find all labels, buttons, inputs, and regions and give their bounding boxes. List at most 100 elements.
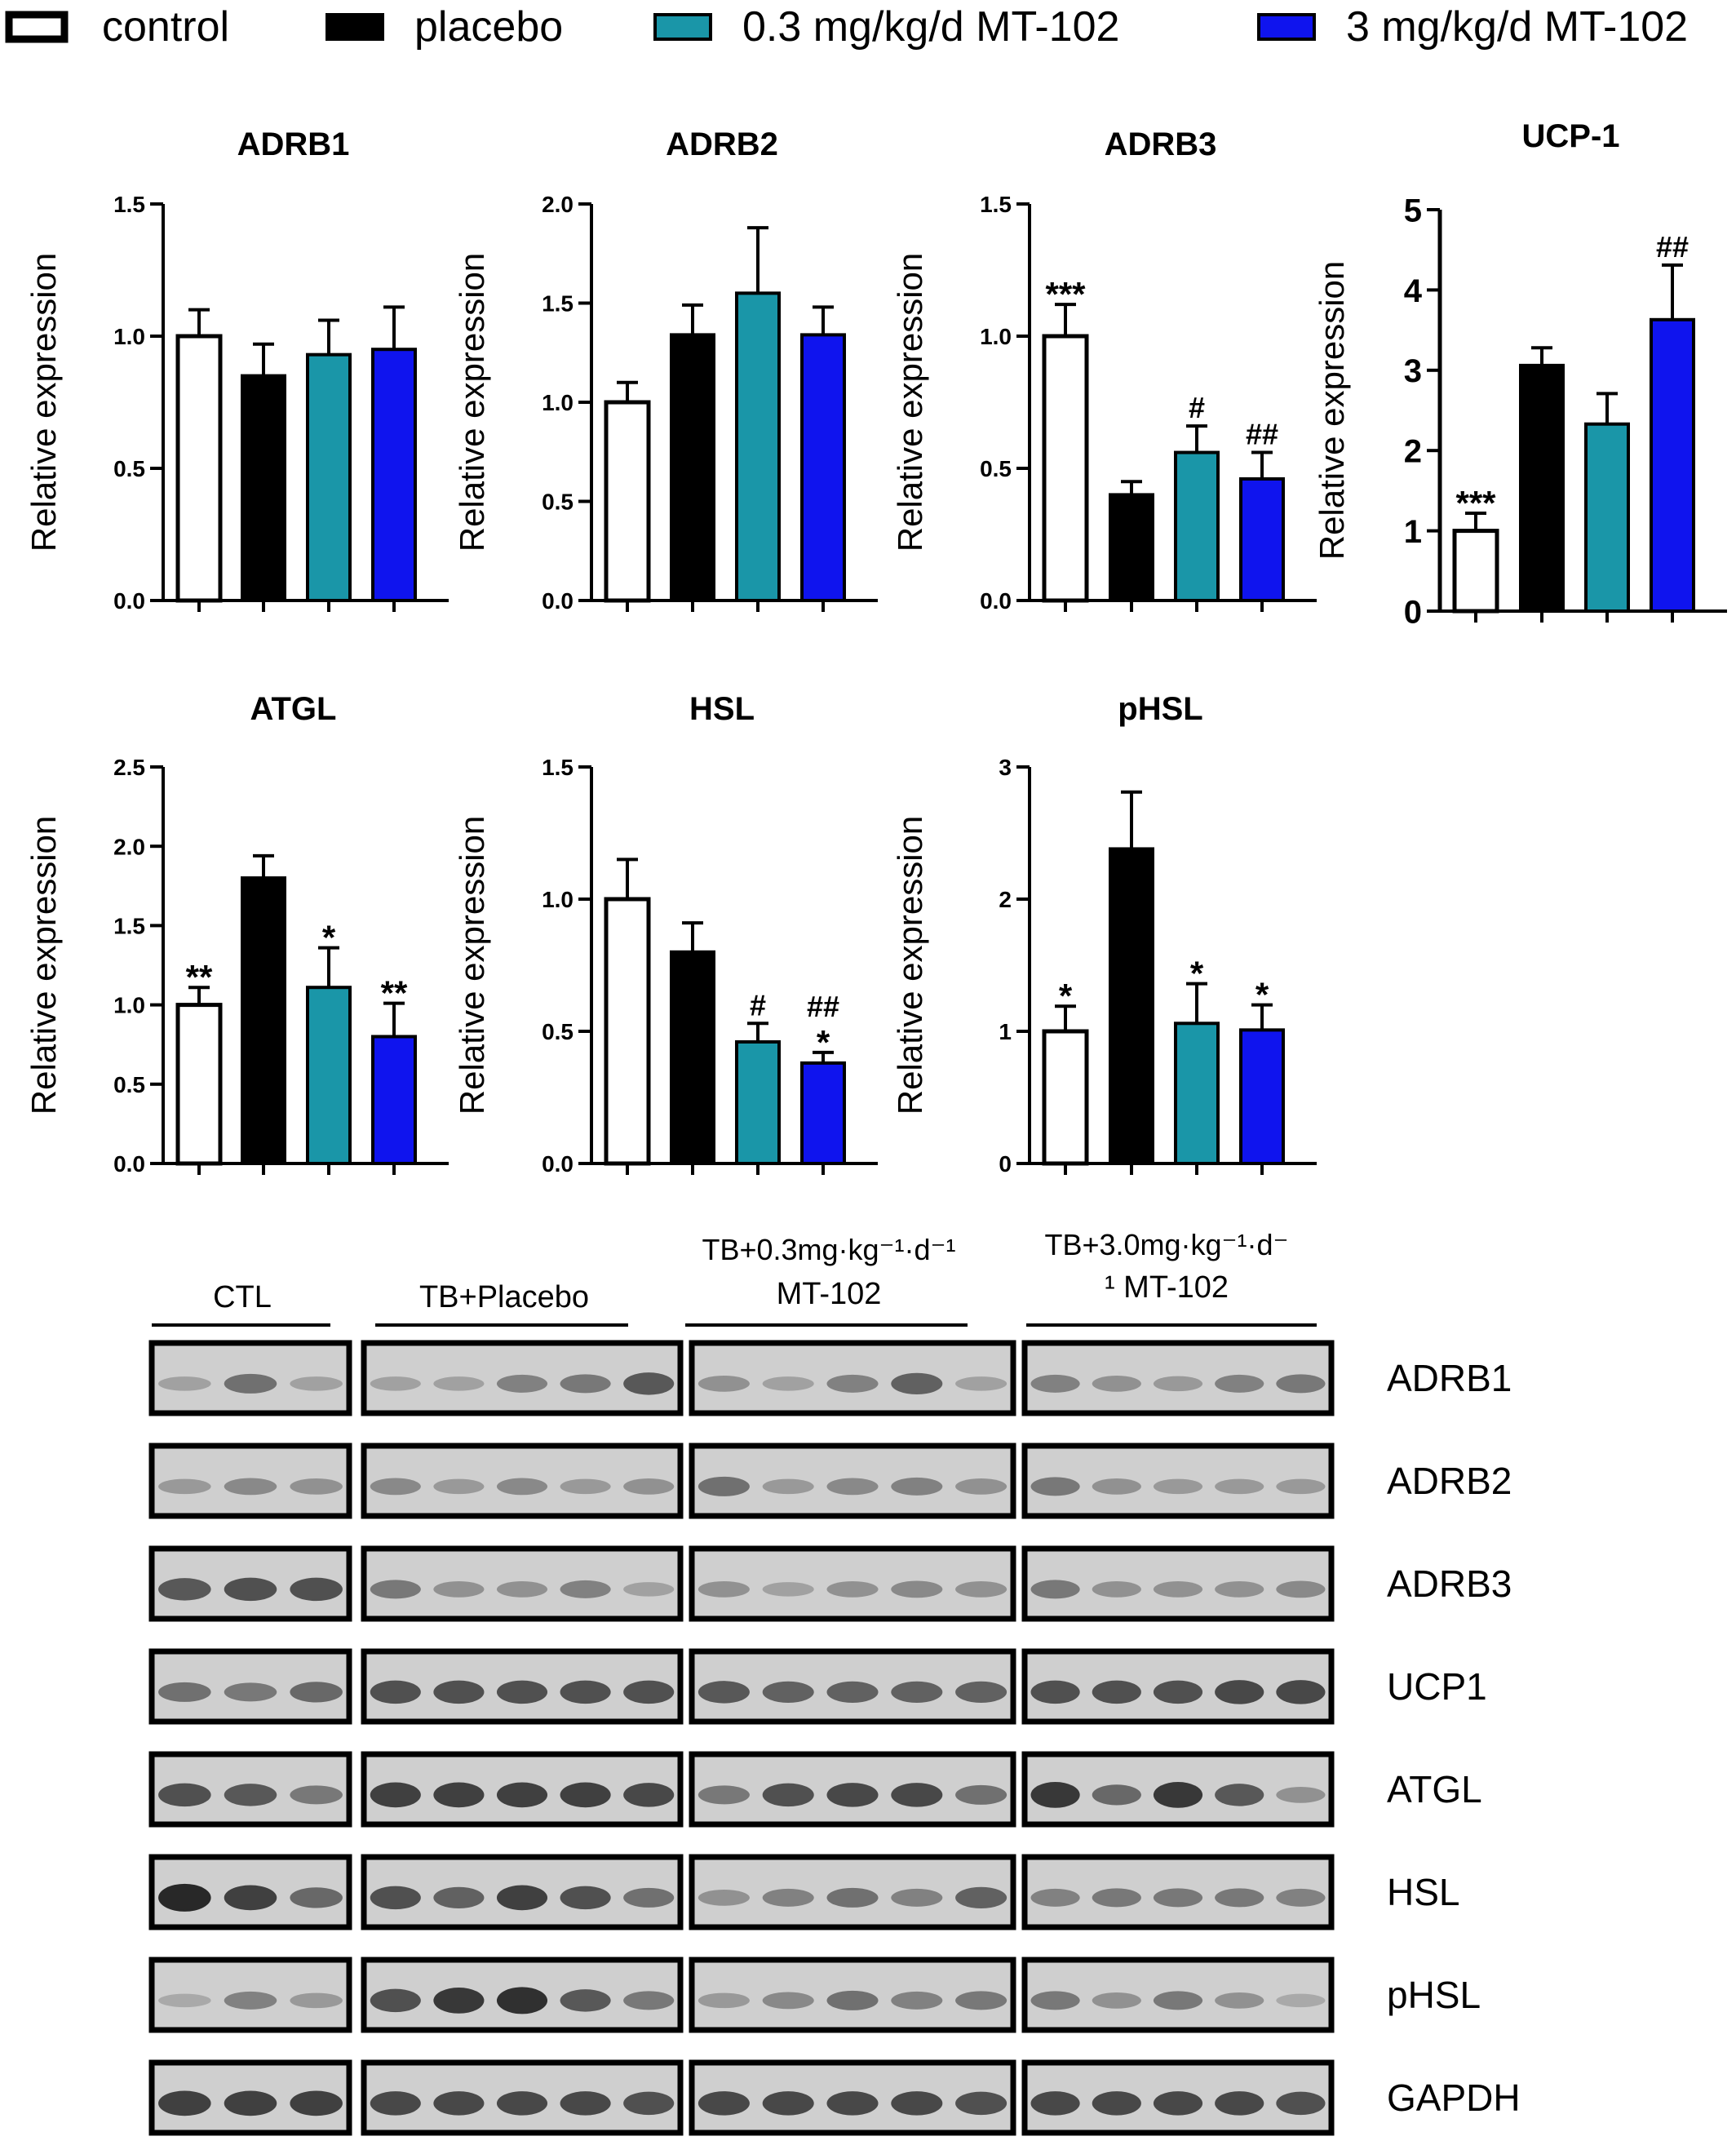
bar-control — [175, 334, 223, 603]
blot-band — [1276, 1787, 1326, 1803]
y-tick-label: 0.5 — [113, 456, 145, 481]
blot-band — [1092, 2091, 1141, 2116]
y-axis-label: Relative expression — [891, 253, 929, 552]
blot-row-label: ADRB2 — [1387, 1460, 1512, 1502]
blot-band — [1030, 1991, 1080, 2010]
blot-band — [224, 1991, 277, 2010]
y-tick-label: 2.0 — [542, 192, 574, 217]
chart-title: UCP-1 — [1521, 118, 1619, 154]
y-axis-label: Relative expression — [24, 816, 63, 1115]
blot-row-label: GAPDH — [1387, 2076, 1521, 2119]
bar-0-3-mg-kg-d-mt-102 — [306, 352, 352, 602]
blot-band — [1276, 2091, 1326, 2116]
blot-band — [433, 1987, 485, 2014]
y-tick-label: 1.0 — [113, 993, 145, 1018]
blot-band — [290, 1992, 343, 2009]
blot-band — [433, 1886, 485, 1909]
blot-band — [891, 1888, 943, 1907]
significance-marker: * — [1190, 955, 1204, 993]
blot-group-label: MT-102 — [777, 1277, 882, 1311]
bar-3-mg-kg-d-mt-102 — [371, 348, 417, 602]
y-tick-label: 2.0 — [113, 834, 145, 859]
blot-band — [1092, 1992, 1141, 2009]
blot-band — [290, 1577, 343, 1602]
blot-band — [1276, 1478, 1326, 1495]
chart-panel-atgl: ATGL Relative expression 0.0 0.5 1.0 1.5 2.0 2.… — [24, 691, 449, 1177]
blot-band — [560, 1374, 611, 1394]
blot-row-phsl: pHSL — [148, 1957, 1481, 2033]
y-tick-label: 1.5 — [113, 913, 145, 938]
blot-band — [370, 1680, 421, 1704]
blot-band — [433, 1376, 485, 1391]
blot-band — [826, 1581, 879, 1598]
legend-swatch — [5, 11, 69, 43]
blot-band — [955, 1376, 1008, 1391]
blot-band — [762, 1376, 814, 1391]
y-tick-label: 2.5 — [113, 755, 145, 780]
western-blot-panel: CTL TB+Placebo TB+0.3mg·kg⁻¹·d⁻¹ MT-102 TB+3… — [148, 1228, 1521, 2136]
blot-band — [826, 1374, 879, 1393]
blot-band — [370, 2091, 421, 2116]
blot-band — [623, 2091, 675, 2116]
blot-band — [158, 1993, 211, 2008]
blot-band — [1215, 1478, 1264, 1495]
y-tick-label: 0.5 — [542, 490, 574, 515]
blot-band — [1276, 1680, 1326, 1704]
blot-band — [698, 1785, 750, 1805]
blot-band — [224, 1478, 277, 1496]
blot-band — [1276, 1374, 1326, 1394]
significance-marker: * — [1256, 976, 1269, 1014]
significance-marker: * — [817, 1023, 830, 1061]
blot-band — [1153, 1680, 1203, 1704]
blot-band — [224, 1784, 277, 1806]
blot-band — [560, 1478, 611, 1495]
blot-band — [560, 1989, 611, 2012]
blot-band — [1215, 1581, 1264, 1598]
blot-band — [370, 1782, 421, 1808]
y-tick-label: 0 — [1404, 594, 1422, 630]
blot-band — [496, 1885, 548, 1911]
y-tick-label: 3 — [1404, 353, 1422, 389]
blot-band — [433, 2091, 485, 2116]
bar-placebo — [670, 950, 715, 1166]
blot-group-label: TB+0.3mg·kg⁻¹·d⁻¹ — [702, 1233, 955, 1266]
blot-band — [433, 1680, 485, 1704]
y-tick-label: 0.0 — [113, 588, 145, 614]
chart-panel-adrb2: ADRB2 Relative expression 0.0 0.5 1.0 1.5 2.0 — [453, 126, 878, 614]
blot-band — [891, 1783, 943, 1807]
blot-band — [370, 1478, 421, 1496]
y-tick-label: 4 — [1404, 273, 1423, 309]
blot-band — [560, 2091, 611, 2116]
blot-band — [1092, 1478, 1141, 1495]
blot-band — [698, 1476, 750, 1496]
blot-band — [955, 1581, 1008, 1598]
blot-band — [496, 1782, 548, 1808]
chart-title: ADRB1 — [237, 126, 350, 162]
blot-band — [560, 1782, 611, 1808]
blot-band — [290, 1887, 343, 1908]
blot-band — [1030, 1580, 1080, 1599]
bar-3-mg-kg-d-mt-102 — [1239, 1028, 1285, 1165]
blot-row-label: ADRB3 — [1387, 1562, 1512, 1605]
blot-band — [698, 1992, 750, 2009]
blot-group-label: ¹ MT-102 — [1105, 1270, 1229, 1305]
blot-band — [290, 1478, 343, 1495]
blot-row-hsl: HSL — [148, 1854, 1459, 1930]
bar-control — [175, 1003, 223, 1166]
y-tick-label: 2 — [1404, 434, 1422, 470]
y-tick-label: 1.5 — [542, 291, 574, 317]
blot-band — [158, 1478, 211, 1495]
legend: control placebo 0.3 mg/kg/d MT-102 3 mg/kg/… — [5, 3, 1688, 51]
significance-marker: # — [1189, 391, 1205, 424]
blot-band — [158, 2090, 211, 2116]
blot-band — [1092, 1581, 1141, 1598]
blot-band — [224, 1682, 277, 1702]
legend-label: 3 mg/kg/d MT-102 — [1346, 3, 1688, 51]
y-axis-label: Relative expression — [453, 816, 491, 1115]
significance-marker: ** — [186, 958, 213, 996]
blot-band — [1215, 1888, 1264, 1908]
bar-3-mg-kg-d-mt-102 — [800, 1061, 846, 1166]
legend-label: control — [102, 3, 229, 51]
blot-band — [955, 2091, 1008, 2116]
blot-band — [1215, 1992, 1264, 2009]
